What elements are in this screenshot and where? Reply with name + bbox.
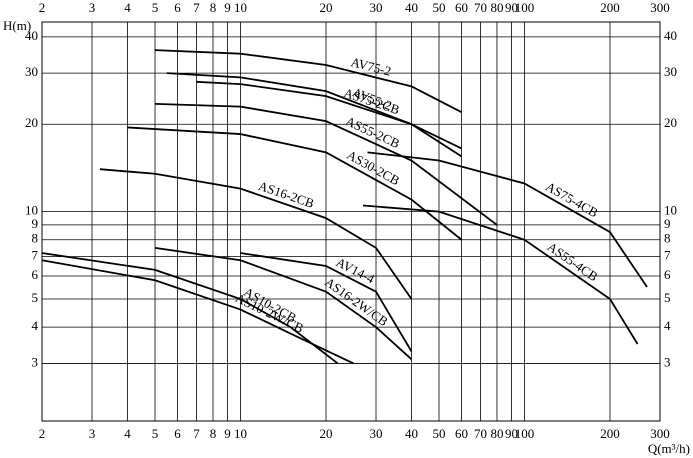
x-tick-label: 70	[474, 426, 487, 441]
x-tick-label: 3	[89, 0, 96, 15]
curve-label: AS16-2CB	[257, 178, 317, 211]
x-tick-label: 300	[650, 426, 670, 441]
y-tick-label: 8	[664, 231, 671, 246]
x-tick-label: 30	[370, 426, 383, 441]
curve	[99, 168, 413, 300]
x-tick-label: 300	[650, 0, 670, 15]
x-tick-label: 50	[433, 426, 446, 441]
y-tick-label: 10	[664, 203, 677, 218]
curve	[367, 151, 648, 288]
x-tick-label: 8	[210, 0, 217, 15]
curve	[154, 49, 462, 114]
x-tick-label: 3	[89, 426, 96, 441]
x-tick-label: 9	[224, 0, 231, 15]
y-tick-label: 10	[25, 203, 38, 218]
x-tick-label: 100	[515, 0, 535, 15]
curve-label: AS55-4CB	[545, 239, 601, 284]
y-tick-label: 30	[664, 64, 677, 79]
curve	[166, 72, 462, 158]
y-tick-label: 7	[664, 248, 671, 263]
x-tick-label: 40	[405, 0, 418, 15]
x-tick-label: 20	[319, 426, 332, 441]
x-tick-label: 8	[210, 426, 217, 441]
x-tick-label: 50	[433, 0, 446, 15]
curve	[41, 259, 354, 365]
y-tick-label: 5	[32, 290, 39, 305]
x-tick-label: 100	[515, 426, 535, 441]
x-tick-label: 60	[455, 426, 468, 441]
x-tick-label: 200	[600, 426, 620, 441]
x-axis-label: Q(m³/h)	[648, 441, 690, 456]
x-tick-label: 70	[474, 0, 487, 15]
curve	[240, 252, 413, 352]
curve	[196, 80, 462, 150]
y-tick-label: 4	[32, 318, 39, 333]
x-tick-label: 6	[174, 426, 181, 441]
y-tick-label: 20	[25, 115, 38, 130]
x-tick-label: 4	[124, 0, 131, 15]
y-tick-label: 6	[664, 267, 671, 282]
y-tick-label: 3	[664, 354, 671, 369]
y-tick-label: 6	[32, 267, 39, 282]
x-tick-label: 2	[39, 0, 46, 15]
x-tick-label: 80	[490, 0, 503, 15]
y-tick-label: 40	[25, 28, 38, 43]
y-tick-label: 8	[32, 231, 39, 246]
y-axis-label: H(m)	[3, 18, 31, 33]
x-tick-label: 5	[152, 426, 159, 441]
y-tick-label: 7	[32, 248, 39, 263]
x-tick-label: 10	[234, 426, 247, 441]
y-tick-label: 30	[25, 64, 38, 79]
x-tick-label: 80	[490, 426, 503, 441]
curve	[362, 204, 639, 345]
y-tick-label: 20	[664, 115, 677, 130]
x-tick-label: 7	[193, 0, 200, 15]
y-tick-label: 40	[664, 28, 677, 43]
x-tick-label: 9	[224, 426, 231, 441]
x-tick-label: 90	[505, 0, 518, 15]
y-tick-label: 9	[664, 216, 671, 231]
curve-label: AV75-2	[349, 54, 392, 78]
y-tick-label: 9	[32, 216, 39, 231]
x-tick-label: 5	[152, 0, 159, 15]
y-tick-label: 5	[664, 290, 671, 305]
x-tick-label: 7	[193, 426, 200, 441]
y-tick-label: 4	[664, 318, 671, 333]
x-tick-label: 6	[174, 0, 181, 15]
curve	[154, 103, 498, 226]
curve	[127, 126, 463, 241]
x-tick-label: 20	[319, 0, 332, 15]
x-tick-label: 60	[455, 0, 468, 15]
x-tick-label: 4	[124, 426, 131, 441]
y-tick-label: 3	[32, 354, 39, 369]
x-tick-label: 2	[39, 426, 46, 441]
curve	[154, 247, 413, 360]
curve	[41, 252, 339, 365]
plot-frame	[41, 21, 661, 422]
x-tick-label: 200	[600, 0, 620, 15]
x-tick-label: 90	[505, 426, 518, 441]
x-tick-label: 40	[405, 426, 418, 441]
x-tick-label: 10	[234, 0, 247, 15]
x-tick-label: 30	[370, 0, 383, 15]
